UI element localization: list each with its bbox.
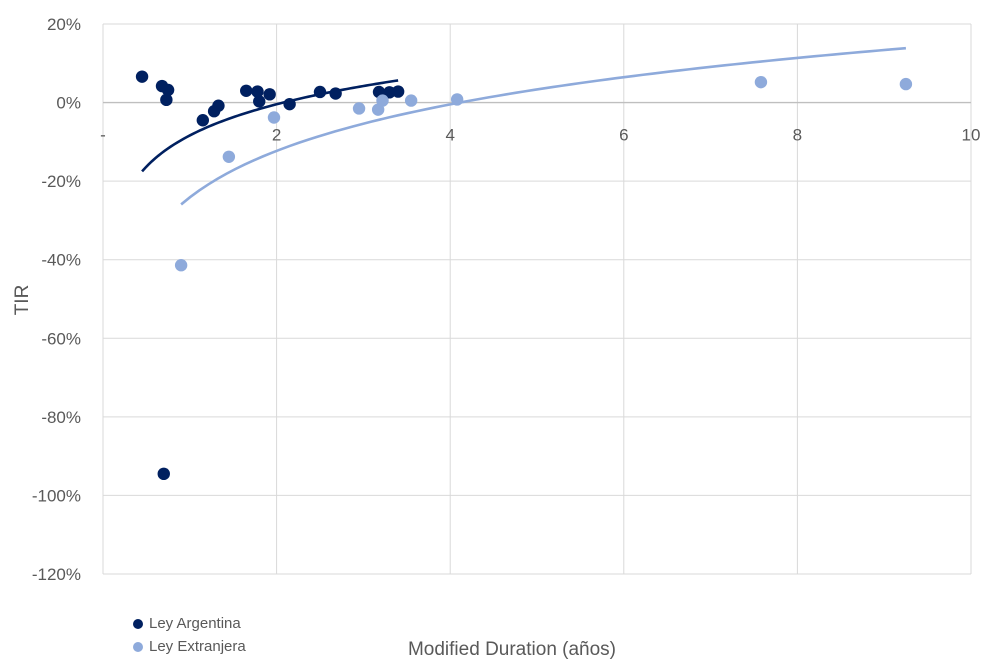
data-point-series-0 — [135, 70, 149, 83]
data-point-series-1 — [174, 259, 188, 272]
data-point-series-1 — [267, 111, 281, 124]
legend-item-ley-extranjera: Ley Extranjera — [133, 635, 246, 658]
data-point-series-0 — [329, 87, 342, 100]
data-point-series-0 — [283, 97, 296, 111]
data-point-series-0 — [313, 85, 327, 99]
legend-marker-ley-argentina — [133, 618, 143, 629]
y-tick-label: -40% — [41, 251, 81, 270]
data-point-series-0 — [263, 88, 276, 101]
x-tick-label: 4 — [445, 126, 454, 145]
y-tick-label: -80% — [41, 408, 81, 427]
data-point-series-0 — [160, 93, 173, 107]
data-point-series-0 — [212, 99, 225, 112]
y-tick-label: -100% — [32, 486, 81, 505]
data-point-series-1 — [404, 94, 418, 107]
legend-label-ley-argentina: Ley Argentina — [149, 615, 241, 632]
data-point-series-1 — [222, 150, 236, 163]
legend-item-ley-argentina: Ley Argentina — [133, 612, 246, 635]
trendline-series-1 — [180, 46, 907, 206]
data-points — [135, 70, 913, 481]
legend: Ley Argentina Ley Extranjera — [133, 612, 246, 658]
legend-label-ley-extranjera: Ley Extranjera — [149, 638, 246, 655]
y-tick-label: -20% — [41, 172, 81, 191]
data-point-series-1 — [376, 94, 389, 107]
x-tick-label: 2 — [272, 126, 281, 145]
x-axis-title: Modified Duration (años) — [408, 639, 616, 660]
data-point-series-0 — [251, 85, 264, 98]
data-point-series-1 — [899, 77, 913, 91]
data-point-series-0 — [157, 467, 170, 481]
data-point-series-0 — [161, 83, 175, 97]
y-axis-title: TIR — [12, 285, 33, 316]
y-tick-label: -120% — [32, 565, 81, 584]
data-point-series-0 — [391, 85, 405, 98]
y-tick-label: 20% — [47, 15, 81, 34]
data-point-series-1 — [450, 93, 464, 106]
x-tick-label: 6 — [619, 126, 628, 145]
tick-labels: 20% 0% -20% -40% -60% -80% -100% -120% - 2 4 6 8 10 — [32, 15, 981, 584]
data-point-series-1 — [754, 75, 768, 89]
data-point-series-0 — [240, 84, 253, 97]
trendline-series-0 — [141, 79, 399, 173]
x-tick-label: 8 — [793, 126, 802, 145]
legend-marker-ley-extranjera — [133, 641, 143, 652]
data-point-series-0 — [196, 114, 210, 127]
x-tick-label: - — [100, 126, 106, 145]
data-point-series-1 — [352, 102, 366, 115]
x-tick-label: 10 — [962, 126, 981, 145]
gridlines — [102, 23, 972, 575]
trendlines — [141, 46, 907, 206]
y-tick-label: -60% — [41, 329, 81, 348]
data-point-series-0 — [253, 95, 266, 108]
y-tick-label: 0% — [56, 94, 81, 113]
